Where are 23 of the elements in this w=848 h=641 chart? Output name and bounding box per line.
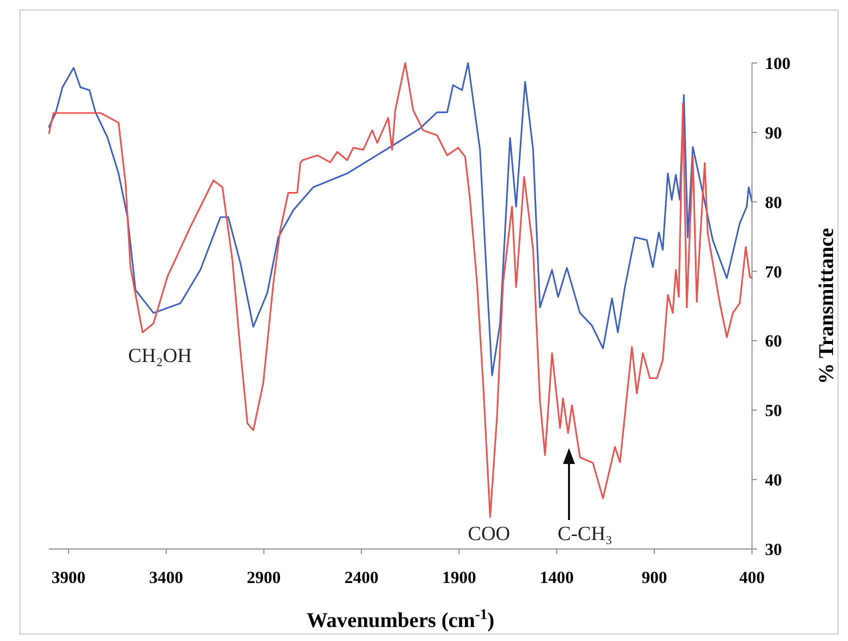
x-tick-label: 400 [739, 568, 765, 587]
x-tick-label: 1400 [540, 568, 574, 587]
x-tick-label: 2400 [344, 568, 378, 587]
y-tick-label: 60 [765, 332, 782, 351]
x-tick-label: 2900 [246, 568, 281, 587]
y-tick-label: 30 [765, 540, 782, 559]
x-tick-label: 1900 [442, 568, 476, 587]
line-series [48, 62, 753, 518]
y-tick-label: 80 [765, 192, 782, 212]
y-tick-label: 50 [765, 401, 782, 420]
y-axis-title: % Transmittance [814, 228, 838, 384]
line-series [48, 62, 753, 376]
y-tick-label: 90 [765, 123, 782, 142]
annotation: CH₂OH [128, 345, 192, 367]
annotation: COO [468, 523, 510, 545]
annotation: C-CH₃ [558, 523, 612, 545]
x-tick-label: 3900 [52, 568, 86, 587]
x-axis-title: Wavenumbers (cm$^{-1}$) [306, 607, 494, 632]
y-tick-label: 40 [765, 470, 782, 490]
y-tick-label: 70 [765, 262, 782, 282]
x-tick-label: 3400 [149, 568, 184, 587]
x-tick-label: 900 [642, 568, 668, 587]
y-tick-label: 100 [765, 54, 790, 73]
